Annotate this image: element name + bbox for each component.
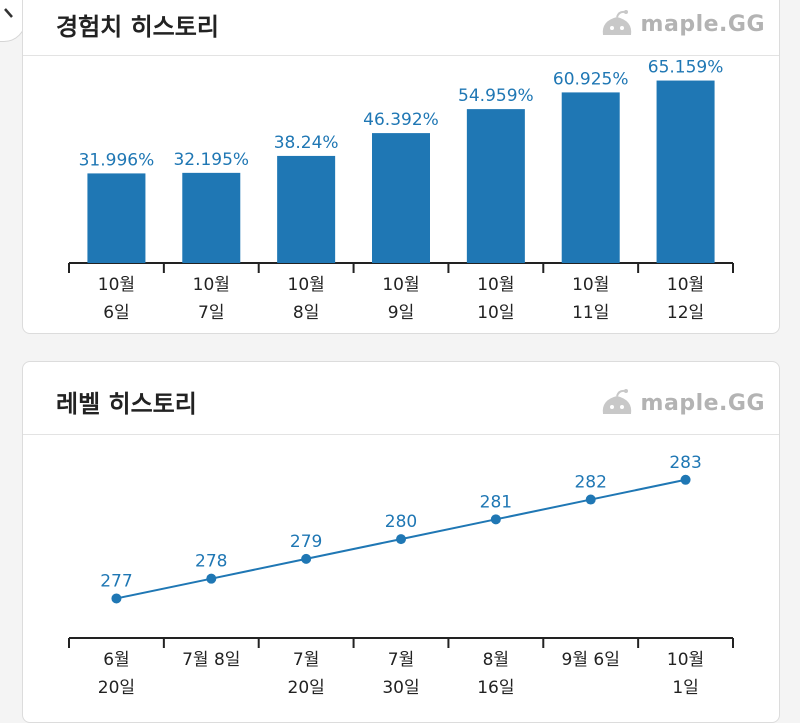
data-point [585, 494, 596, 505]
x-tick-label: 8월 [483, 650, 509, 670]
data-point [111, 593, 122, 604]
x-tick-label: 30일 [382, 678, 419, 698]
x-tick-label: 10월 [667, 275, 704, 295]
x-tick-label: 10월 [572, 275, 609, 295]
x-tick-label: 10월 [98, 275, 135, 295]
bar [182, 172, 241, 263]
bar [87, 173, 146, 263]
bar [656, 80, 715, 263]
point-data-label: 282 [574, 473, 606, 493]
x-tick-label: 10월 [193, 275, 230, 295]
exp-bar-chart: 10월 6일 10월 7일 10월 8일 10월 9일 10월 10일 10월 11일 10월 12일 31… [68, 58, 734, 323]
point-data-label: 280 [385, 512, 417, 532]
level-line-chart: 6월 20일 7월 8일 7월 20일 7월 30일 8월 16일 9월 6일 10월 1일 277 27… [68, 453, 734, 698]
maple-gg-logo[interactable]: maple.GG [599, 388, 765, 418]
bar-data-label: 60.925% [553, 69, 629, 89]
x-tick-label: 20일 [98, 678, 135, 698]
data-point [301, 553, 312, 564]
data-point [490, 514, 501, 525]
x-tick-label: 12일 [667, 303, 704, 323]
exp-history-card: 경험치 히스토리 maple.GG 10월 6일 10월 7일 10월 8일 10월 9일 10… [22, 0, 780, 334]
point-data-label: 283 [669, 453, 701, 473]
x-tick-label: 7월 [388, 650, 414, 670]
x-tick-label: 1일 [672, 678, 698, 698]
x-tick-label: 10월 [667, 650, 704, 670]
bar-data-label: 65.159% [648, 58, 724, 78]
data-point [680, 474, 691, 485]
x-tick-label: 9월 6일 [562, 650, 620, 670]
level-history-card: 레벨 히스토리 maple.GG 6월 20일 7월 8일 7월 20일 7월 30일 8월 1… [22, 361, 780, 723]
point-data-label: 277 [100, 571, 132, 591]
logo-text: maple.GG [640, 390, 765, 416]
logo-text: maple.GG [640, 11, 765, 37]
maple-gg-logo[interactable]: maple.GG [599, 9, 765, 39]
data-point [206, 573, 217, 584]
bar [372, 133, 430, 263]
x-tick-label: 16일 [477, 678, 514, 698]
x-tick-label: 10일 [477, 303, 514, 323]
bar-data-label: 31.996% [79, 150, 155, 170]
bar-data-label: 38.24% [274, 133, 339, 153]
x-tick-label: 7월 8일 [182, 650, 240, 670]
bar [466, 109, 525, 263]
point-data-label: 281 [480, 492, 512, 512]
x-tick-label: 8일 [293, 303, 319, 323]
x-tick-label: 11일 [572, 303, 609, 323]
point-data-label: 278 [195, 552, 227, 572]
bar-data-label: 46.392% [363, 110, 439, 130]
x-tick-label: 7월 [293, 650, 319, 670]
x-tick-label: 9일 [388, 303, 414, 323]
maple-slime-logo-icon [602, 389, 631, 414]
x-tick-label: 10월 [288, 275, 325, 295]
exp-card-header: 경험치 히스토리 maple.GG [23, 0, 779, 56]
bar-data-label: 54.959% [458, 86, 534, 106]
exp-card-title: 경험치 히스토리 [56, 13, 219, 41]
x-tick-label: 20일 [288, 678, 325, 698]
x-tick-label: 6월 [103, 650, 129, 670]
maple-slime-logo-icon [602, 10, 631, 35]
bar [561, 92, 620, 263]
bar-data-label: 32.195% [173, 150, 249, 170]
level-card-title: 레벨 히스토리 [56, 390, 197, 418]
x-tick-label: 6일 [103, 303, 129, 323]
level-card-header: 레벨 히스토리 maple.GG [23, 362, 779, 435]
data-point [396, 534, 406, 545]
point-data-label: 279 [290, 532, 322, 552]
x-tick-label: 10월 [382, 275, 419, 295]
x-tick-label: 7일 [198, 303, 224, 323]
x-tick-label: 10월 [477, 275, 514, 295]
bar [277, 155, 336, 263]
